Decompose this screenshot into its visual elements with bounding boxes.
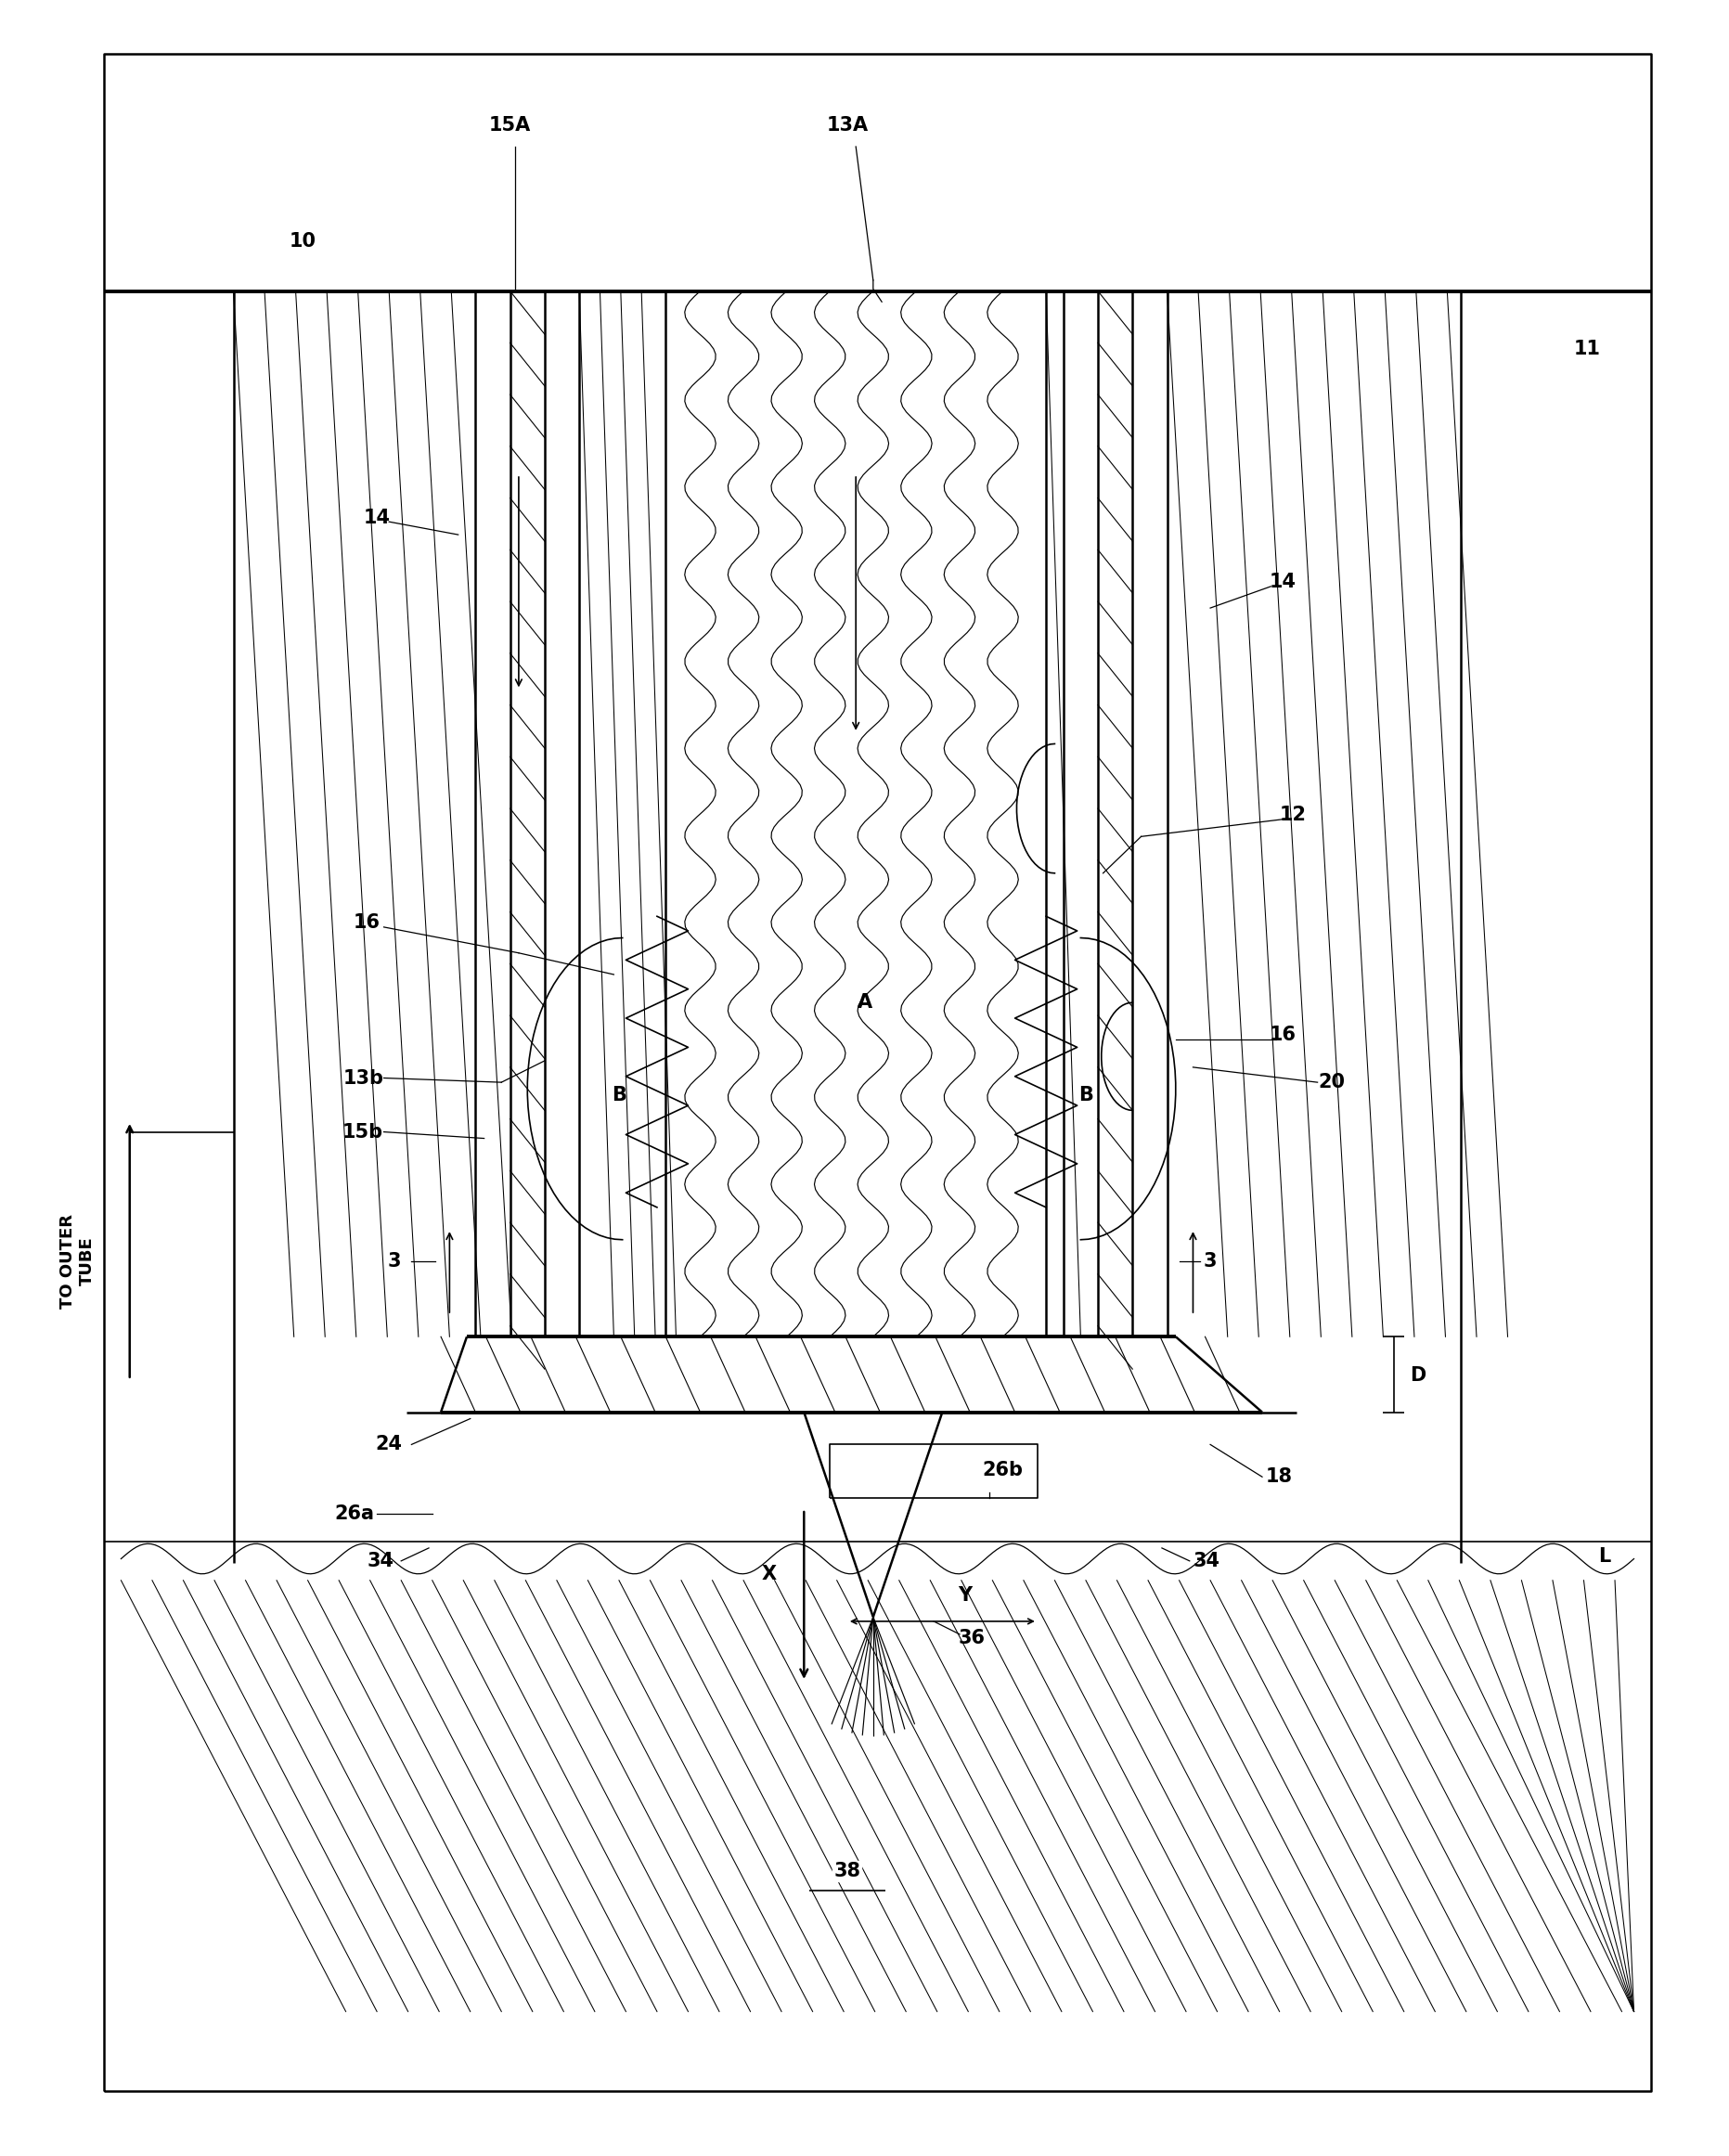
Text: A: A <box>858 994 871 1011</box>
Text: 26b: 26b <box>982 1462 1024 1479</box>
Text: L: L <box>1598 1548 1611 1565</box>
Text: B: B <box>1079 1087 1093 1104</box>
Text: 34: 34 <box>1193 1552 1221 1570</box>
Text: 12: 12 <box>1279 806 1307 824</box>
Text: 10: 10 <box>289 233 316 250</box>
Text: X: X <box>762 1565 776 1583</box>
Text: B: B <box>612 1087 626 1104</box>
Text: 38: 38 <box>833 1863 861 1880</box>
Text: 14: 14 <box>363 509 391 526</box>
Text: D: D <box>1409 1367 1426 1384</box>
Text: 24: 24 <box>375 1436 403 1453</box>
Text: 15b: 15b <box>342 1123 384 1141</box>
Text: 18: 18 <box>1266 1468 1293 1485</box>
Text: TO OUTER
TUBE: TO OUTER TUBE <box>61 1214 95 1309</box>
Text: 3: 3 <box>1203 1253 1217 1270</box>
Text: Y: Y <box>958 1587 972 1604</box>
Text: 15A: 15A <box>489 116 531 134</box>
Text: 36: 36 <box>958 1630 986 1647</box>
Text: 14: 14 <box>1269 573 1297 591</box>
Text: 13A: 13A <box>826 116 868 134</box>
Text: 16: 16 <box>1269 1026 1297 1044</box>
Text: 16: 16 <box>353 914 380 931</box>
Text: 20: 20 <box>1317 1074 1345 1091</box>
Text: 26a: 26a <box>334 1505 375 1522</box>
Text: 13b: 13b <box>342 1069 384 1087</box>
Text: 3: 3 <box>387 1253 401 1270</box>
Text: 11: 11 <box>1573 341 1601 358</box>
Text: 34: 34 <box>367 1552 394 1570</box>
